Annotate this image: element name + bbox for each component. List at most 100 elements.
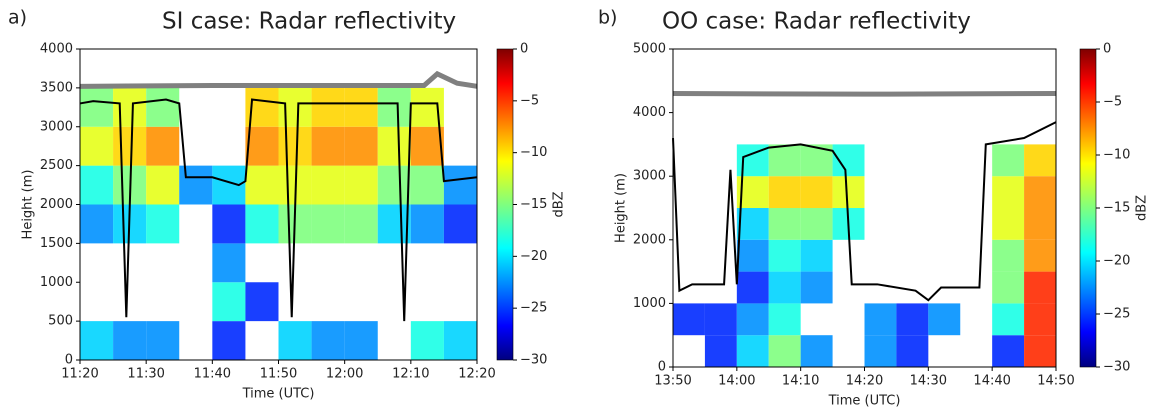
x-tick-label: 12:00 — [326, 367, 363, 382]
reflectivity-cell — [992, 271, 1025, 304]
reflectivity-cell — [1024, 144, 1056, 177]
panel-label: a) — [8, 7, 27, 29]
reflectivity-cell — [410, 165, 444, 205]
reflectivity-cell — [800, 239, 833, 272]
y-tick-label: 3500 — [40, 80, 73, 95]
reflectivity-cell — [344, 87, 378, 127]
x-tick-label: 12:20 — [458, 367, 495, 382]
colorbar — [1079, 48, 1097, 368]
reflectivity-cell — [344, 165, 378, 205]
reflectivity-cell — [768, 271, 801, 304]
reflectivity-cell — [673, 303, 705, 336]
reflectivity-cell — [1024, 335, 1056, 367]
reflectivity-cell — [992, 335, 1025, 367]
chart-title: OO case: Radar reflectivity — [662, 9, 971, 35]
reflectivity-cell — [896, 303, 929, 336]
colorbar-tick-label: −25 — [1103, 307, 1130, 322]
reflectivity-cell — [800, 271, 833, 304]
reflectivity-cell — [410, 204, 444, 244]
chart-title: SI case: Radar reflectivity — [162, 9, 456, 35]
x-axis-label: Time (UTC) — [242, 387, 315, 402]
colorbar-label: dBZ — [1135, 195, 1150, 221]
colorbar-tick-label: −25 — [520, 301, 547, 316]
reflectivity-cell — [992, 176, 1025, 208]
x-tick-label: 11:30 — [127, 367, 164, 382]
y-tick-label: 2000 — [40, 197, 73, 212]
reflectivity-cell — [377, 87, 411, 127]
reflectivity-cell — [113, 87, 147, 127]
reflectivity-cell — [864, 335, 897, 367]
reflectivity-cell — [212, 243, 246, 283]
x-tick-label: 12:10 — [392, 367, 429, 382]
reflectivity-cell — [344, 321, 378, 360]
reflectivity-cell — [800, 208, 833, 240]
reflectivity-cell — [864, 303, 897, 336]
reflectivity-cell — [992, 144, 1025, 177]
reflectivity-cell — [311, 165, 345, 205]
reflectivity-cell — [768, 176, 801, 208]
colorbar-tick-label: −30 — [1103, 360, 1130, 375]
y-tick-label: 4000 — [40, 42, 73, 57]
reflectivity-cell — [704, 335, 737, 367]
reflectivity-cell — [928, 303, 961, 336]
y-tick-label: 4000 — [633, 105, 666, 120]
reflectivity-cell — [377, 126, 411, 166]
y-tick-label: 1000 — [633, 296, 666, 311]
reflectivity-cell — [736, 239, 769, 272]
reflectivity-cell — [1024, 239, 1056, 272]
reflectivity-cell — [704, 303, 737, 336]
height-line — [672, 121, 1057, 302]
x-tick-label: 11:20 — [61, 367, 98, 382]
reflectivity-cell — [1024, 176, 1056, 208]
reflectivity-cell — [443, 321, 477, 360]
reflectivity-cell — [992, 303, 1025, 336]
reflectivity-cell — [311, 87, 345, 127]
reflectivity-cell — [736, 303, 769, 336]
reflectivity-cell — [832, 176, 865, 208]
colorbar — [496, 48, 514, 361]
reflectivity-cell — [146, 126, 180, 166]
panel-label: b) — [598, 7, 617, 29]
reflectivity-cell — [146, 165, 180, 205]
y-tick-label: 3000 — [633, 169, 666, 184]
colorbar-tick-label: 0 — [520, 42, 528, 57]
y-tick-label: 5000 — [633, 42, 666, 57]
y-tick-label: 500 — [48, 314, 73, 329]
reflectivity-cell — [80, 204, 114, 244]
y-tick-label: 3000 — [40, 119, 73, 134]
reflectivity-cell — [1024, 208, 1056, 240]
reflectivity-cell — [736, 335, 769, 367]
reflectivity-cell — [146, 204, 180, 244]
x-tick-label: 14:20 — [846, 374, 883, 389]
reflectivity-cell — [311, 126, 345, 166]
height-line — [672, 91, 1057, 97]
reflectivity-cell — [113, 126, 147, 166]
height-line — [79, 70, 478, 89]
colorbar-tick-label: −10 — [1103, 148, 1130, 163]
reflectivity-cell — [768, 303, 801, 336]
reflectivity-cell — [1024, 303, 1056, 336]
colorbar-tick-label: −15 — [520, 197, 547, 212]
reflectivity-cell — [377, 204, 411, 244]
reflectivity-cell — [146, 321, 180, 360]
reflectivity-cell — [245, 204, 279, 244]
x-tick-label: 14:50 — [1037, 374, 1074, 389]
reflectivity-cell — [212, 282, 246, 322]
reflectivity-cell — [278, 321, 312, 360]
height-line — [79, 98, 478, 322]
y-tick-label: 1000 — [40, 275, 73, 290]
reflectivity-cell — [278, 87, 312, 127]
reflectivity-cell — [80, 321, 114, 360]
reflectivity-cell — [443, 165, 477, 205]
reflectivity-cell — [311, 321, 345, 360]
y-axis-label: Height (m) — [21, 170, 36, 240]
x-axis-label: Time (UTC) — [828, 394, 901, 409]
reflectivity-cell — [113, 321, 147, 360]
colorbar-tick-label: −10 — [520, 145, 547, 160]
reflectivity-cell — [179, 165, 213, 205]
reflectivity-cell — [992, 208, 1025, 240]
colorbar-tick-label: −5 — [1103, 95, 1122, 110]
reflectivity-cell — [768, 335, 801, 367]
colorbar-tick-label: −20 — [520, 249, 547, 264]
